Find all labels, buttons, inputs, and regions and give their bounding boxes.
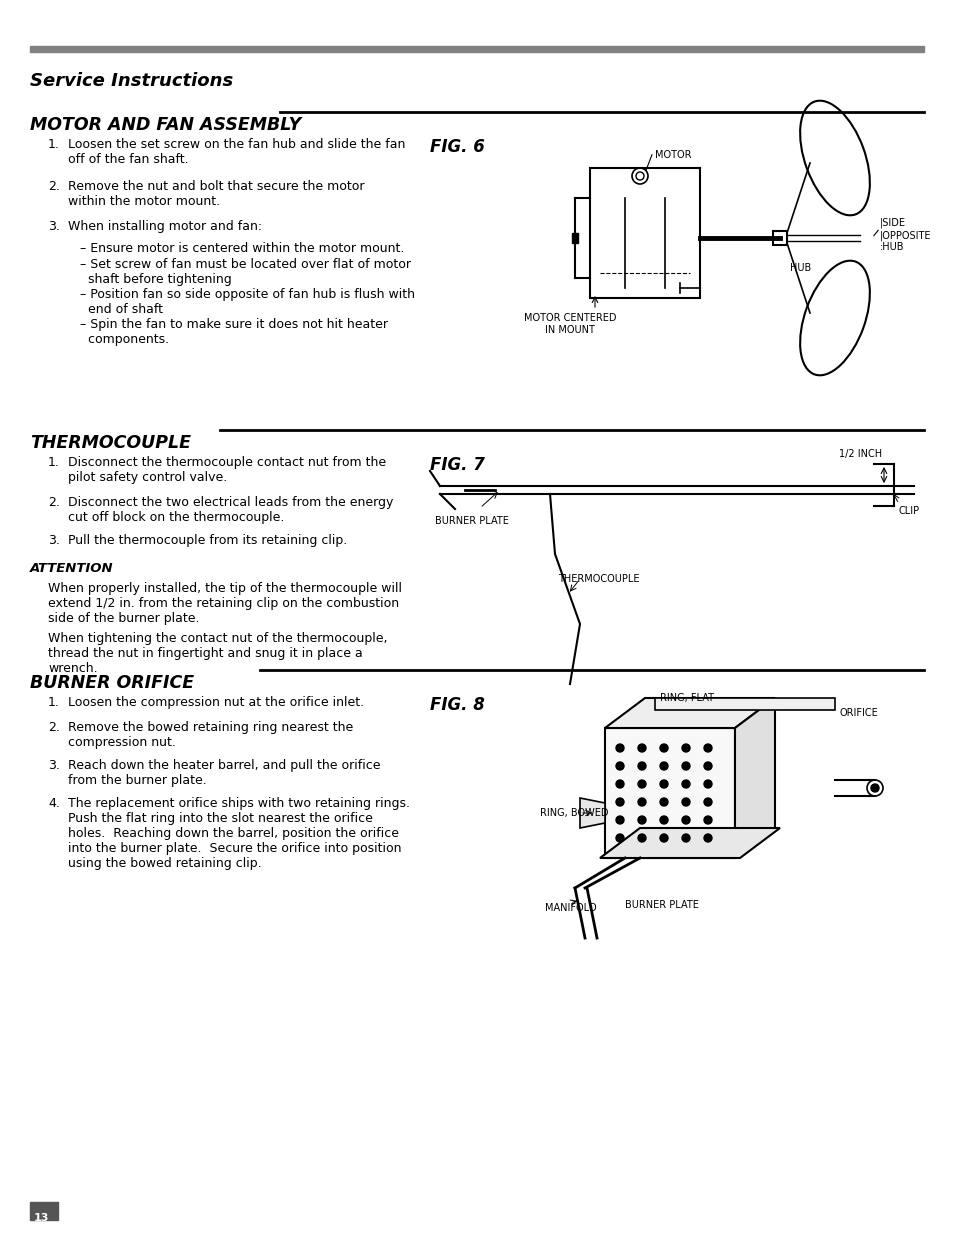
Text: Loosen the compression nut at the orifice inlet.: Loosen the compression nut at the orific… [68, 697, 364, 709]
Text: 13: 13 [34, 1213, 50, 1223]
Circle shape [616, 743, 623, 752]
Text: RING, BOWED: RING, BOWED [539, 808, 608, 818]
Circle shape [703, 798, 711, 806]
Text: When installing motor and fan:: When installing motor and fan: [68, 220, 262, 233]
Text: 3.: 3. [48, 760, 60, 772]
Bar [772, 231, 786, 245]
Text: |SIDE
|OPPOSITE
:HUB: |SIDE |OPPOSITE :HUB [879, 219, 930, 252]
Text: ATTENTION: ATTENTION [30, 562, 113, 576]
Text: Service Instructions: Service Instructions [30, 72, 233, 90]
Polygon shape [604, 698, 774, 727]
Text: Remove the bowed retaining ring nearest the
compression nut.: Remove the bowed retaining ring nearest … [68, 721, 353, 748]
Text: – Spin the fan to make sure it does not hit heater
  components.: – Spin the fan to make sure it does not … [80, 317, 388, 346]
Text: BURNER PLATE: BURNER PLATE [624, 900, 699, 910]
Text: 2.: 2. [48, 721, 60, 734]
Circle shape [681, 762, 689, 769]
Circle shape [866, 781, 882, 797]
Circle shape [638, 798, 645, 806]
Text: CLIP: CLIP [898, 506, 919, 516]
Circle shape [616, 798, 623, 806]
Text: BURNER ORIFICE: BURNER ORIFICE [30, 674, 193, 692]
Circle shape [638, 762, 645, 769]
Circle shape [681, 834, 689, 842]
Text: MOTOR CENTERED
IN MOUNT: MOTOR CENTERED IN MOUNT [523, 312, 616, 335]
Text: When properly installed, the tip of the thermocouple will
extend 1/2 in. from th: When properly installed, the tip of the … [48, 582, 401, 625]
Circle shape [681, 781, 689, 788]
Polygon shape [734, 698, 774, 858]
Circle shape [638, 743, 645, 752]
Text: RING, FLAT: RING, FLAT [659, 693, 713, 703]
Circle shape [703, 816, 711, 824]
Circle shape [659, 798, 667, 806]
Bar [572, 233, 578, 243]
Text: Loosen the set screw on the fan hub and slide the fan
off of the fan shaft.: Loosen the set screw on the fan hub and … [68, 138, 405, 165]
Text: – Ensure motor is centered within the motor mount.: – Ensure motor is centered within the mo… [80, 242, 404, 254]
Circle shape [681, 798, 689, 806]
Bar [604, 727, 734, 858]
Polygon shape [599, 827, 780, 858]
Text: 3.: 3. [48, 220, 60, 233]
Text: When tightening the contact nut of the thermocouple,
thread the nut in fingertig: When tightening the contact nut of the t… [48, 632, 387, 676]
Bar [30, 1202, 58, 1220]
Circle shape [659, 834, 667, 842]
Circle shape [659, 762, 667, 769]
Text: 1/2 INCH: 1/2 INCH [838, 450, 882, 459]
Text: Pull the thermocouple from its retaining clip.: Pull the thermocouple from its retaining… [68, 534, 347, 547]
Circle shape [638, 781, 645, 788]
Text: FIG. 7: FIG. 7 [430, 456, 484, 474]
Circle shape [638, 834, 645, 842]
Circle shape [703, 834, 711, 842]
Polygon shape [579, 798, 604, 827]
Text: THERMOCOUPLE: THERMOCOUPLE [558, 574, 639, 584]
Text: 1.: 1. [48, 138, 60, 151]
Circle shape [659, 781, 667, 788]
Text: 1.: 1. [48, 456, 60, 469]
Text: 3.: 3. [48, 534, 60, 547]
Circle shape [703, 762, 711, 769]
Text: FIG. 6: FIG. 6 [430, 138, 484, 156]
Bar [30, 46, 923, 52]
Text: BURNER PLATE: BURNER PLATE [435, 516, 508, 526]
Circle shape [870, 784, 878, 792]
Circle shape [616, 762, 623, 769]
Circle shape [703, 781, 711, 788]
Text: Disconnect the thermocouple contact nut from the
pilot safety control valve.: Disconnect the thermocouple contact nut … [68, 456, 386, 484]
Text: MANIFOLD: MANIFOLD [544, 903, 597, 913]
Circle shape [616, 816, 623, 824]
Text: – Set screw of fan must be located over flat of motor
  shaft before tightening: – Set screw of fan must be located over … [80, 258, 411, 287]
Text: Disconnect the two electrical leads from the energy
cut off block on the thermoc: Disconnect the two electrical leads from… [68, 496, 393, 524]
Text: Remove the nut and bolt that secure the motor
within the motor mount.: Remove the nut and bolt that secure the … [68, 180, 364, 207]
Text: 2.: 2. [48, 180, 60, 193]
Circle shape [681, 743, 689, 752]
Circle shape [659, 816, 667, 824]
Text: – Position fan so side opposite of fan hub is flush with
  end of shaft: – Position fan so side opposite of fan h… [80, 288, 415, 316]
Text: 4.: 4. [48, 797, 60, 810]
Circle shape [616, 781, 623, 788]
Circle shape [659, 743, 667, 752]
Text: HUB: HUB [789, 263, 810, 273]
Text: The replacement orifice ships with two retaining rings.
Push the flat ring into : The replacement orifice ships with two r… [68, 797, 410, 869]
Text: FIG. 8: FIG. 8 [430, 697, 484, 714]
Text: 1.: 1. [48, 697, 60, 709]
Circle shape [681, 816, 689, 824]
Text: Reach down the heater barrel, and pull the orifice
from the burner plate.: Reach down the heater barrel, and pull t… [68, 760, 380, 787]
Text: MOTOR AND FAN ASSEMBLY: MOTOR AND FAN ASSEMBLY [30, 116, 301, 135]
Text: 2.: 2. [48, 496, 60, 509]
Text: THERMOCOUPLE: THERMOCOUPLE [30, 433, 191, 452]
Text: MOTOR: MOTOR [655, 149, 691, 161]
Polygon shape [655, 698, 834, 710]
Circle shape [703, 743, 711, 752]
Bar [589, 168, 700, 298]
Text: ORIFICE: ORIFICE [840, 708, 878, 718]
Circle shape [638, 816, 645, 824]
Circle shape [616, 834, 623, 842]
